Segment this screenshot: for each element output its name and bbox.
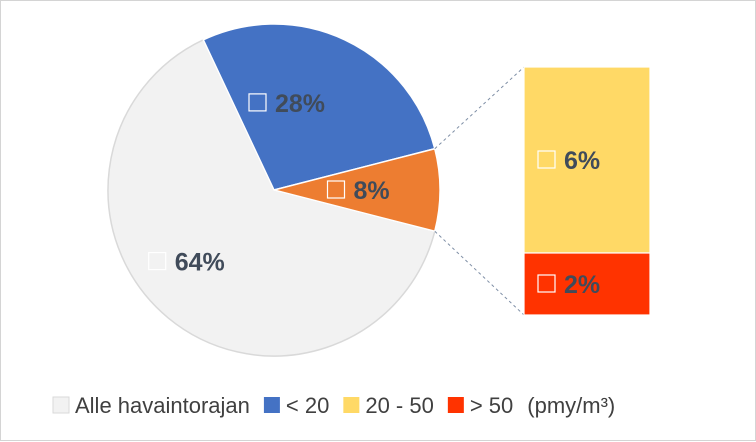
label-key-box [537,274,556,293]
pie-slice-20-50-50 [273,147,441,233]
pie-slice-20 [202,23,436,191]
legend-item-20: < 20 [263,393,329,418]
legend: Alle havaintorajan < 20 20 - 50 > 50 (pmy/m³… [52,393,615,418]
connector-lines [434,66,525,316]
legend-label: < 20 [286,393,329,418]
data-label-text: 2% [564,271,600,299]
pie [107,23,441,357]
label-key-box [537,150,556,169]
legend-swatch [263,397,280,413]
data-label-text: 8% [354,177,390,205]
legend-swatch [447,397,464,413]
connector-line-top [434,66,525,150]
connector-line-bottom [434,230,525,316]
legend-item-50: > 50 [447,393,513,418]
label-key-box [326,180,346,199]
legend-label: Alle havaintorajan [75,393,250,418]
label-key-box [248,93,267,112]
data-label-alle-havaintorajan: 64% [148,249,225,277]
label-key-box [148,252,167,271]
legend-item-alle-havaintorajan: Alle havaintorajan [52,393,250,418]
legend-unit: (pmy/m³) [527,393,615,418]
data-label-50: 2% [537,271,600,299]
data-label-20-50: 6% [537,147,600,175]
legend-label: > 50 [470,393,513,418]
breakdown-bar [523,66,651,316]
data-label-text: 6% [564,147,600,175]
data-label-20-50-50: 8% [326,177,390,205]
pie-slice-alle-havaintorajan [107,38,436,357]
legend-item-20-50: 20 - 50 [343,393,434,418]
legend-label: 20 - 50 [365,393,434,418]
bar-segment-50 [523,252,651,316]
data-labels: 64% 28% 8% 6% 2% [148,90,600,299]
legend-swatch [52,396,70,414]
legend-swatch [343,397,360,413]
data-label-20: 28% [248,90,325,118]
data-label-text: 28% [275,90,325,118]
data-label-text: 64% [175,249,225,277]
